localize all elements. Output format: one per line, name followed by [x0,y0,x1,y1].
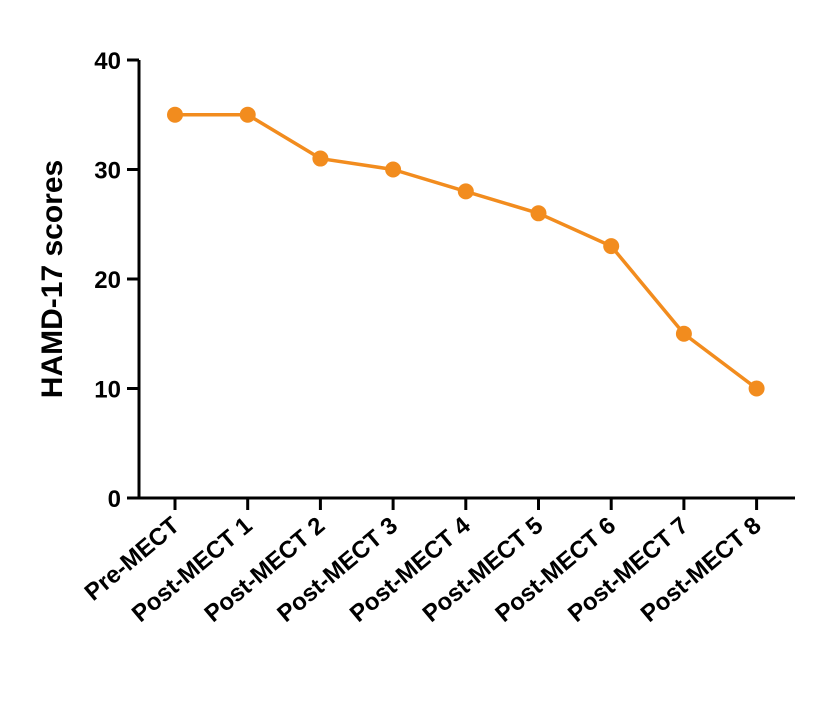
data-point [167,106,183,123]
y-tick-label: 30 [94,158,121,185]
series-group [167,106,765,397]
data-point [530,205,547,222]
series-line [175,113,758,390]
y-tick-label: 0 [108,486,121,513]
data-point [385,161,402,178]
y-tick-label: 10 [94,377,121,404]
y-tick-label: 40 [94,48,121,75]
data-point [748,380,765,397]
y-ticks: 0 10 20 30 40 [94,48,139,513]
axes [137,60,795,500]
data-point [239,106,256,123]
data-point [457,183,474,200]
y-tick-label: 20 [94,267,121,294]
data-point [312,150,329,167]
y-axis-title: HAMD-17 scores [36,160,69,398]
data-point [603,238,620,255]
data-point [675,325,692,342]
